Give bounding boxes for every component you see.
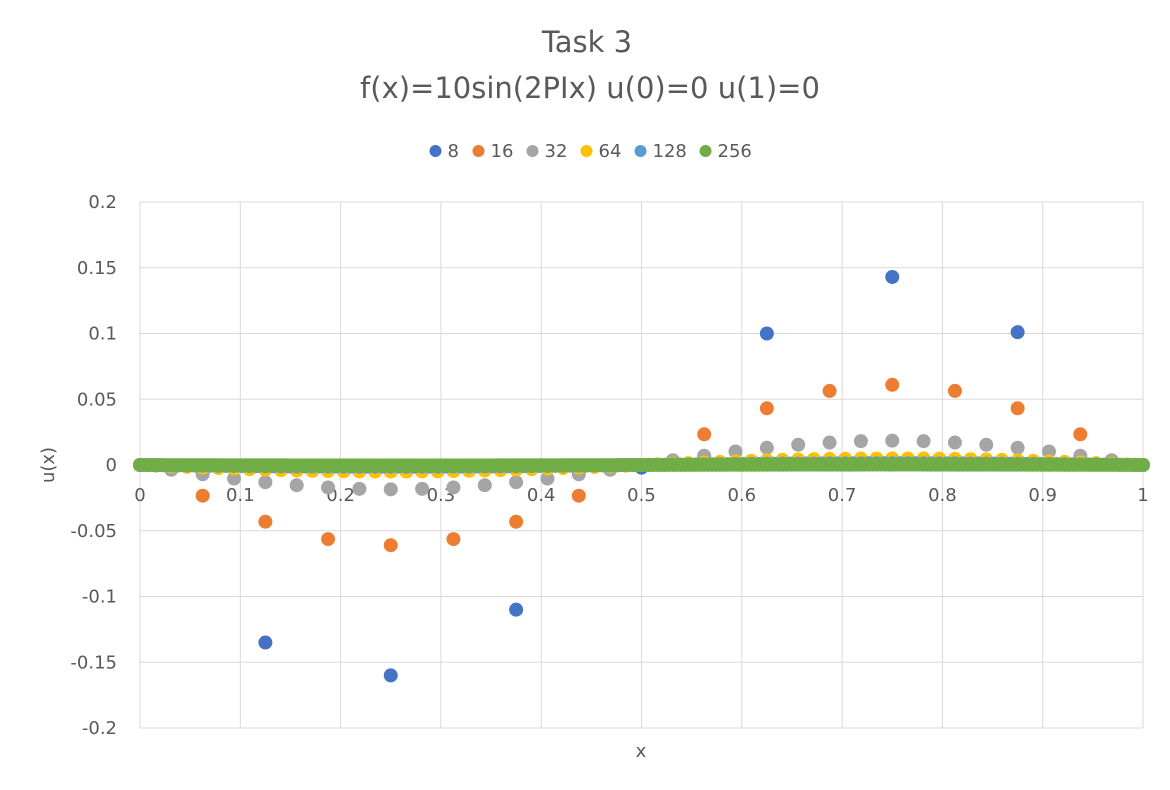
point-32 [1041,444,1056,459]
gridlines [139,201,1144,729]
chart-title: Task 3 [541,25,632,59]
point-16 [697,427,712,442]
legend-label-16: 16 [491,141,514,162]
x-tick-label: 0.7 [828,485,857,506]
point-16 [1073,427,1088,442]
legend-label-8: 8 [448,141,459,162]
point-32 [916,434,931,449]
point-32 [227,471,242,486]
legend-label-32: 32 [545,141,568,162]
y-tick-label: 0.05 [77,389,117,410]
x-tick-label: 0.9 [1028,485,1057,506]
y-axis-title: u(x) [38,447,59,483]
point-16 [195,488,210,503]
legend-label-256: 256 [718,141,752,162]
point-32 [540,471,555,486]
point-16 [258,514,273,529]
legend-label-64: 64 [599,141,622,162]
point-16 [446,532,461,547]
point-8 [885,269,900,284]
legend-marker-8 [429,145,442,157]
x-tick-label: 1 [1137,485,1148,506]
point-32 [352,481,367,496]
chart-subtitle: f(x)=10sin(2PIx) u(0)=0 u(1)=0 [360,71,820,105]
x-tick-label: 0 [134,485,145,506]
point-32 [509,475,524,490]
x-tick-label: 0.5 [627,485,656,506]
point-32 [947,435,962,450]
point-16 [1010,401,1025,416]
point-16 [383,538,398,553]
point-32 [477,478,492,493]
point-32 [791,437,806,452]
y-tick-label: -0.15 [70,652,117,673]
point-256 [1136,458,1150,472]
y-tick-label: 0.15 [77,258,117,279]
legend-marker-64 [580,145,593,157]
x-axis-title: x [636,741,647,762]
x-tick-label: 0.8 [928,485,957,506]
series-256 [133,457,1150,473]
y-tick-label: -0.05 [70,521,117,542]
legend-marker-128 [634,145,647,157]
point-16 [885,377,900,392]
point-32 [728,444,743,459]
legend: 8 16 32 64 128 256 [429,141,752,162]
legend-marker-16 [472,145,485,157]
legend-label-128: 128 [653,141,687,162]
point-32 [383,482,398,497]
y-tick-label: -0.2 [82,718,117,739]
point-8 [759,326,774,341]
point-32 [321,480,336,495]
point-16 [571,488,586,503]
point-16 [822,383,837,398]
y-tick-label: -0.1 [82,587,117,608]
x-tick-label: 0.4 [527,485,556,506]
x-tick-label: 0.6 [727,485,756,506]
point-32 [885,433,900,448]
legend-marker-32 [526,145,539,157]
point-8 [509,602,524,617]
point-32 [1010,440,1025,455]
x-tick-label: 0.1 [226,485,255,506]
data-points [133,269,1150,683]
point-8 [383,668,398,683]
y-tick-label: 0.2 [88,192,117,213]
point-16 [321,532,336,547]
point-32 [853,434,868,449]
point-32 [258,475,273,490]
point-32 [415,481,430,496]
y-tick-label: 0 [106,455,117,476]
point-32 [822,435,837,450]
point-16 [947,383,962,398]
point-16 [759,401,774,416]
point-8 [1010,325,1025,340]
point-32 [759,440,774,455]
point-32 [289,478,304,493]
point-32 [979,437,994,452]
legend-marker-256 [699,145,712,157]
y-tick-label: 0.1 [88,324,117,345]
point-32 [446,480,461,495]
point-16 [509,514,524,529]
point-8 [258,635,273,650]
